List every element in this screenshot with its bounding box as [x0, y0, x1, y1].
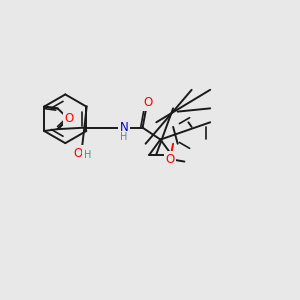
Text: O: O: [64, 112, 74, 125]
Text: O: O: [143, 96, 153, 109]
Text: H: H: [84, 150, 91, 160]
Text: N: N: [120, 121, 128, 134]
Text: O: O: [166, 153, 175, 166]
Text: O: O: [74, 147, 83, 160]
Text: H: H: [121, 132, 128, 142]
